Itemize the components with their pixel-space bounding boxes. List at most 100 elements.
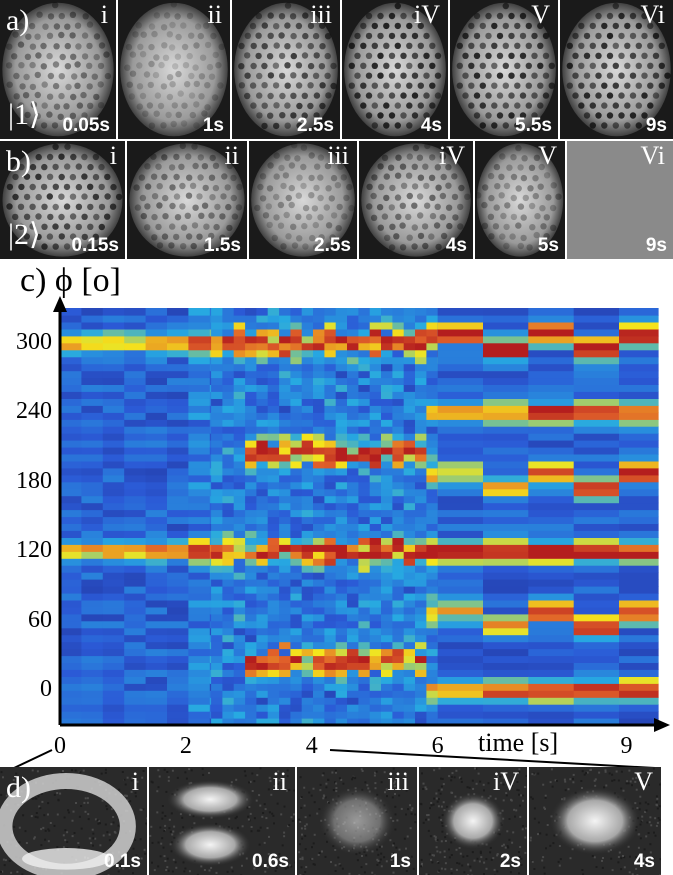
heatmap-cell — [279, 328, 291, 337]
heatmap-cell — [267, 363, 280, 372]
heatmap-cell — [619, 586, 659, 594]
heatmap-cell — [301, 599, 314, 608]
heatmap-cell — [81, 579, 104, 587]
heatmap-cell — [209, 627, 212, 636]
heatmap-cell — [188, 370, 211, 379]
heatmap-cell — [267, 551, 280, 559]
heatmap-cell — [267, 579, 280, 587]
heatmap-cell — [573, 690, 620, 698]
heatmap-cell — [124, 384, 147, 392]
heatmap-cell — [415, 321, 427, 330]
heatmap-cell — [245, 509, 257, 518]
heatmap-cell — [335, 308, 348, 316]
heatmap-cell — [335, 613, 348, 622]
heatmap-cell — [279, 655, 291, 663]
heatmap-cell — [211, 537, 223, 545]
heatmap-cell — [290, 308, 303, 316]
heatmap-cell — [60, 565, 82, 573]
heatmap-cell — [437, 447, 484, 455]
heatmap-cell — [324, 384, 337, 392]
heatmap-cell — [426, 377, 439, 385]
heatmap-cell — [415, 586, 427, 594]
heatmap-cell — [60, 321, 82, 330]
heatmap-cell — [167, 718, 189, 726]
heatmap-cell — [335, 502, 348, 511]
heatmap-cell — [426, 328, 439, 337]
heatmap-cell — [222, 662, 235, 670]
heatmap-cell — [60, 586, 82, 594]
heatmap-cell — [347, 315, 359, 323]
heatmap-cell — [437, 335, 484, 344]
heatmap-cell — [483, 599, 529, 608]
heatmap-cell — [347, 440, 359, 448]
heatmap-cell — [222, 398, 235, 406]
heatmap-cell — [347, 516, 359, 524]
y-tick-label: 180 — [16, 467, 52, 494]
heatmap-cell — [290, 579, 303, 587]
heatmap-cell — [403, 412, 416, 420]
heatmap-cell — [313, 523, 325, 531]
heatmap-cell — [301, 377, 314, 385]
heatmap-cell — [222, 593, 235, 601]
heatmap-cell — [145, 398, 168, 406]
heatmap-cell — [619, 440, 659, 448]
frame-time-label: 4s — [445, 235, 467, 256]
heatmap-cell — [403, 398, 416, 406]
heatmap-cell — [347, 308, 359, 316]
heatmap-cell — [81, 315, 104, 323]
heatmap-cell — [290, 565, 303, 573]
heatmap-cell — [267, 377, 280, 385]
heatmap-cell — [102, 426, 125, 434]
heatmap-cell — [392, 440, 405, 448]
heatmap-cell — [483, 377, 529, 385]
heatmap-cell — [279, 495, 291, 504]
heatmap-cell — [211, 384, 223, 392]
heatmap-cell — [335, 599, 348, 608]
heatmap-cell — [245, 370, 257, 379]
heatmap-cell — [528, 384, 575, 392]
heatmap-cell — [403, 315, 416, 323]
heatmap-cell — [573, 447, 620, 455]
heatmap-cell — [60, 523, 82, 531]
heatmap-cell — [381, 523, 393, 531]
heatmap-cell — [313, 718, 325, 726]
heatmap-cell — [209, 391, 212, 399]
heatmap-cell — [619, 683, 659, 691]
heatmap-cell — [313, 370, 325, 379]
heatmap-cell — [222, 690, 235, 698]
heatmap-cell — [313, 572, 325, 580]
heatmap-cell — [369, 676, 382, 684]
heatmap-cell — [211, 440, 223, 448]
heatmap-cell — [369, 697, 382, 705]
heatmap-cell — [222, 426, 235, 434]
heatmap-cell — [369, 384, 382, 392]
heatmap-cell — [290, 335, 303, 344]
heatmap-cell — [324, 606, 337, 615]
heatmap-cell — [573, 502, 620, 511]
heatmap-cell — [256, 634, 269, 643]
heatmap-cell — [437, 391, 484, 399]
heatmap-cell — [358, 634, 371, 643]
heatmap-cell — [437, 356, 484, 365]
heatmap-cell — [437, 481, 484, 490]
heatmap-cell — [483, 384, 529, 392]
heatmap-cell — [573, 558, 620, 566]
heatmap-cell — [102, 544, 125, 552]
heatmap-cell — [381, 349, 393, 358]
heatmap-cell — [483, 565, 529, 573]
heatmap-cell — [290, 641, 303, 650]
heatmap-cell — [279, 460, 291, 469]
heatmap-cell — [81, 495, 104, 504]
heatmap-cell — [324, 474, 337, 483]
heatmap-cell — [167, 335, 189, 344]
heatmap-cell — [256, 676, 269, 684]
heatmap-cell — [347, 565, 359, 573]
heatmap-cell — [313, 328, 325, 337]
heatmap-cell — [124, 453, 147, 462]
heatmap-cell — [245, 613, 257, 622]
heatmap-cell — [324, 377, 337, 385]
heatmap-cell — [403, 586, 416, 594]
heatmap-cell — [145, 516, 168, 524]
heatmap-cell — [301, 641, 314, 650]
heatmap-cell — [290, 572, 303, 580]
